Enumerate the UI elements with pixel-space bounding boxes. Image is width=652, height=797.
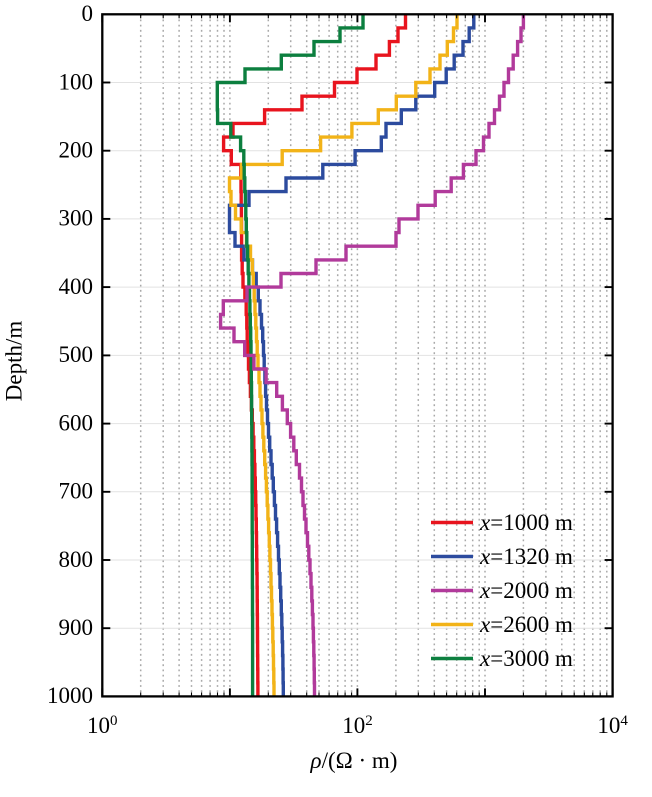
svg-text:0: 0 [82,1,94,26]
svg-text:1000: 1000 [47,683,93,708]
svg-text:x=1320 m: x=1320 m [479,544,573,569]
svg-text:400: 400 [59,274,94,299]
svg-text:200: 200 [59,138,94,163]
svg-text:800: 800 [59,547,94,572]
svg-text:x=2000 m: x=2000 m [479,578,573,603]
svg-text:900: 900 [59,615,94,640]
svg-text:Depth/m: Depth/m [2,321,27,402]
svg-text:600: 600 [59,410,94,435]
svg-text:700: 700 [59,479,94,504]
svg-text:x=3000 m: x=3000 m [479,646,573,671]
svg-text:x=2600 m: x=2600 m [479,612,573,637]
svg-text:ρ/(Ω · m): ρ/(Ω · m) [310,748,398,773]
svg-text:300: 300 [59,206,94,231]
svg-text:500: 500 [59,342,94,367]
svg-text:x=1000 m: x=1000 m [479,510,573,535]
svg-text:100: 100 [59,69,94,94]
